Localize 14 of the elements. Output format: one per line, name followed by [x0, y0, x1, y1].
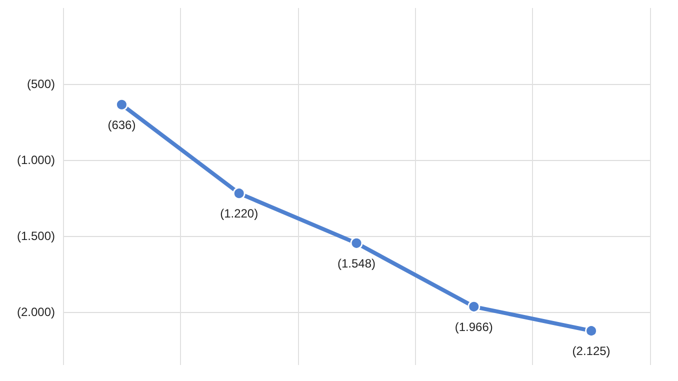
point: [585, 324, 598, 338]
y-tick-label: (500): [26, 76, 55, 91]
y-tick-label: (1.500): [16, 228, 55, 243]
data-label: (1.966): [454, 320, 493, 334]
data-label: (1.220): [220, 206, 258, 221]
data-label: (1.548): [337, 256, 376, 270]
y-tick-label: (2.000): [16, 304, 55, 319]
point: [350, 236, 363, 250]
point: [468, 300, 480, 313]
point: [115, 98, 128, 111]
point: [232, 187, 246, 200]
data-label: (636): [108, 118, 136, 132]
y-tick-label: (1.000): [16, 152, 55, 167]
data-label: (2.125): [572, 344, 610, 358]
